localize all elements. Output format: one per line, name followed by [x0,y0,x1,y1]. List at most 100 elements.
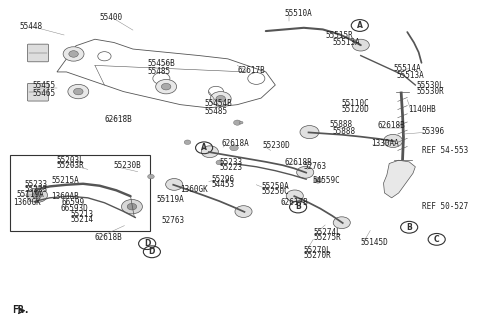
Text: REF 50-527: REF 50-527 [421,202,468,211]
Text: 55888: 55888 [330,120,353,129]
Text: 55888: 55888 [332,127,355,136]
Text: 1140HB: 1140HB [408,105,436,114]
Circle shape [69,51,78,57]
Text: 62617B: 62617B [280,198,308,207]
Text: 55270R: 55270R [304,251,332,260]
Text: 62618B: 62618B [95,232,123,242]
Text: 62618B: 62618B [377,121,405,130]
Text: 55530L: 55530L [417,80,444,90]
Text: 55513A: 55513A [332,38,360,47]
Circle shape [156,79,177,94]
Text: 1360AB: 1360AB [51,192,79,201]
Circle shape [127,203,137,210]
Circle shape [148,174,154,179]
Bar [11,155,150,231]
Text: 55250C: 55250C [261,187,289,197]
Text: 55250A: 55250A [261,182,289,191]
FancyBboxPatch shape [27,44,48,62]
Text: 55145D: 55145D [361,238,388,247]
Circle shape [216,95,226,102]
Text: 62618A: 62618A [222,139,250,148]
Text: 55485: 55485 [204,107,227,116]
Text: 54559C: 54559C [312,176,340,185]
Text: C: C [434,235,440,244]
Circle shape [184,140,191,145]
Circle shape [73,88,83,95]
Text: 55203L: 55203L [56,156,84,165]
Text: 66593D: 66593D [61,204,88,213]
Circle shape [235,206,252,217]
Circle shape [63,47,84,61]
Text: 55203R: 55203R [56,161,84,170]
Text: 55120D: 55120D [342,105,370,114]
Text: 1330AA: 1330AA [371,139,399,148]
Text: A: A [201,143,207,152]
Text: 55230D: 55230D [263,141,290,150]
Circle shape [234,120,241,125]
Circle shape [26,188,48,202]
Text: 66599: 66599 [62,198,85,207]
Text: 55223: 55223 [24,185,48,194]
FancyBboxPatch shape [27,83,48,101]
Text: 55510A: 55510A [285,9,312,18]
Text: 55275R: 55275R [313,233,341,242]
Circle shape [230,145,238,151]
Text: 55456B: 55456B [147,59,175,68]
Text: 55465: 55465 [32,89,55,98]
Text: 1360GK: 1360GK [13,198,41,207]
Circle shape [201,146,218,158]
Text: D: D [149,247,155,256]
Text: 55119A: 55119A [156,195,184,204]
Text: 55448: 55448 [20,22,43,31]
Text: 52763: 52763 [304,162,327,171]
Text: 55230B: 55230B [114,161,142,170]
Text: 55513A: 55513A [396,71,424,80]
Text: 55274L: 55274L [313,228,341,237]
Text: 55530R: 55530R [417,87,444,96]
Text: 55454B: 55454B [204,98,232,108]
Text: 54453: 54453 [211,180,234,189]
Text: 55215A: 55215A [51,176,79,185]
Text: 62617B: 62617B [237,66,265,75]
Text: 55296: 55296 [211,175,234,184]
Circle shape [300,126,319,139]
Text: 62618B: 62618B [105,115,132,124]
Text: 55213: 55213 [70,210,94,219]
Text: 55214: 55214 [70,215,94,224]
Text: REF 54-553: REF 54-553 [422,146,468,155]
Circle shape [121,199,143,214]
Text: 55485: 55485 [147,67,170,77]
Circle shape [239,121,243,124]
Circle shape [210,92,231,106]
Text: 62618B: 62618B [285,158,312,167]
Circle shape [32,192,42,198]
Text: FR.: FR. [12,305,29,315]
Text: 55233: 55233 [24,180,48,189]
Circle shape [216,160,223,165]
Text: 55396: 55396 [421,127,444,136]
Text: 55119A: 55119A [17,190,44,199]
Circle shape [352,39,369,51]
Circle shape [161,83,171,90]
Text: 1360GK: 1360GK [180,185,208,194]
Text: 55110C: 55110C [342,98,370,108]
Circle shape [333,217,350,229]
Text: 55400: 55400 [100,13,123,23]
Text: 52763: 52763 [161,215,184,225]
Circle shape [314,177,322,183]
Circle shape [166,179,183,190]
Text: D: D [144,239,150,248]
Circle shape [384,134,403,147]
Text: B: B [295,202,301,212]
Text: 55233: 55233 [219,158,242,167]
Circle shape [286,190,303,202]
Text: B: B [406,223,412,232]
Text: 55455: 55455 [32,81,55,90]
Text: 55515R: 55515R [325,31,353,40]
Text: 55223: 55223 [219,163,242,172]
Circle shape [297,166,314,178]
Text: 55270L: 55270L [304,246,332,255]
Polygon shape [384,160,415,198]
Text: 55514A: 55514A [394,64,422,73]
Circle shape [68,84,89,99]
